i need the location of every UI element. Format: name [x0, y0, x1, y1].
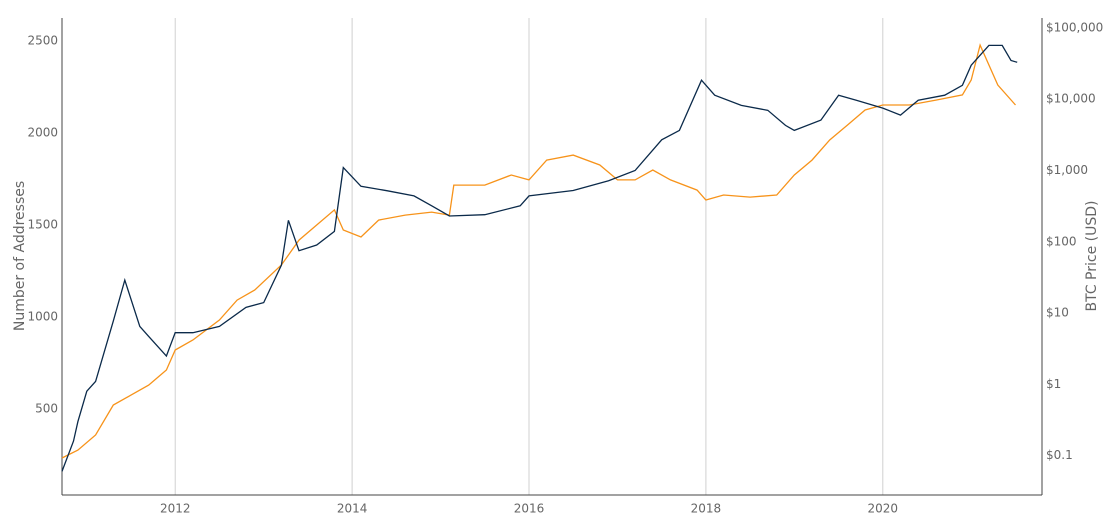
y2-axis-title: BTC Price (USD): [1084, 200, 1100, 311]
y-tick-label: 2000: [27, 126, 58, 140]
y2-tick-label: $0.1: [1046, 448, 1073, 462]
x-tick-label: 2020: [868, 502, 899, 516]
y-tick-label: 2500: [27, 34, 58, 48]
y2-tick-label: $10,000: [1046, 92, 1096, 106]
x-tick-label: 2014: [337, 502, 368, 516]
x-tick-label: 2012: [160, 502, 191, 516]
x-tick-label: 2018: [691, 502, 722, 516]
line-series: [61, 43, 1016, 459]
y-axis-title: Number of Addresses: [12, 181, 28, 331]
y-tick-label: 1500: [27, 218, 58, 232]
y-tick-label: 1000: [27, 310, 58, 324]
line-series: [61, 44, 1018, 472]
y2-tick-label: $1,000: [1046, 163, 1088, 177]
y2-tick-label: $100,000: [1046, 20, 1103, 34]
y2-tick-label: $100: [1046, 234, 1077, 248]
y-tick-label: 500: [35, 402, 58, 416]
y2-tick-label: $10: [1046, 306, 1069, 320]
x-tick-label: 2016: [514, 502, 545, 516]
y2-tick-label: $1: [1046, 377, 1061, 391]
